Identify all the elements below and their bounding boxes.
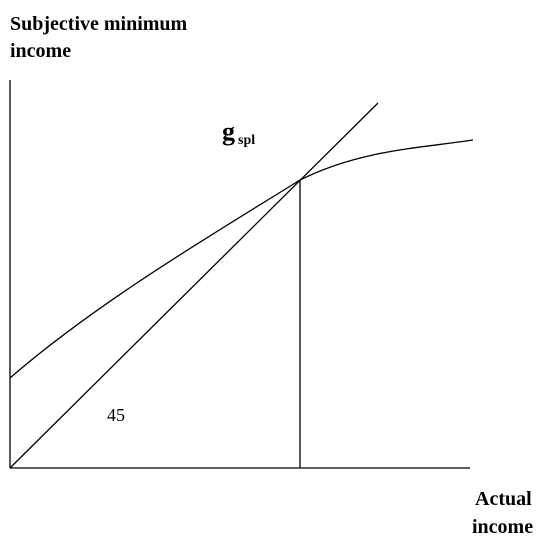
- x-axis-label-line: Actual: [475, 488, 532, 510]
- diagonal-45: [9, 102, 379, 469]
- x-axis-label-line: income: [472, 516, 533, 538]
- y-axis-label-line: Subjective minimum: [10, 13, 188, 35]
- curve-label-subscript: spl: [238, 133, 255, 148]
- angle-label: 45: [107, 405, 125, 425]
- y-axis-label-line: income: [10, 40, 71, 62]
- curve-label: g: [222, 117, 235, 146]
- curve: [9, 139, 474, 379]
